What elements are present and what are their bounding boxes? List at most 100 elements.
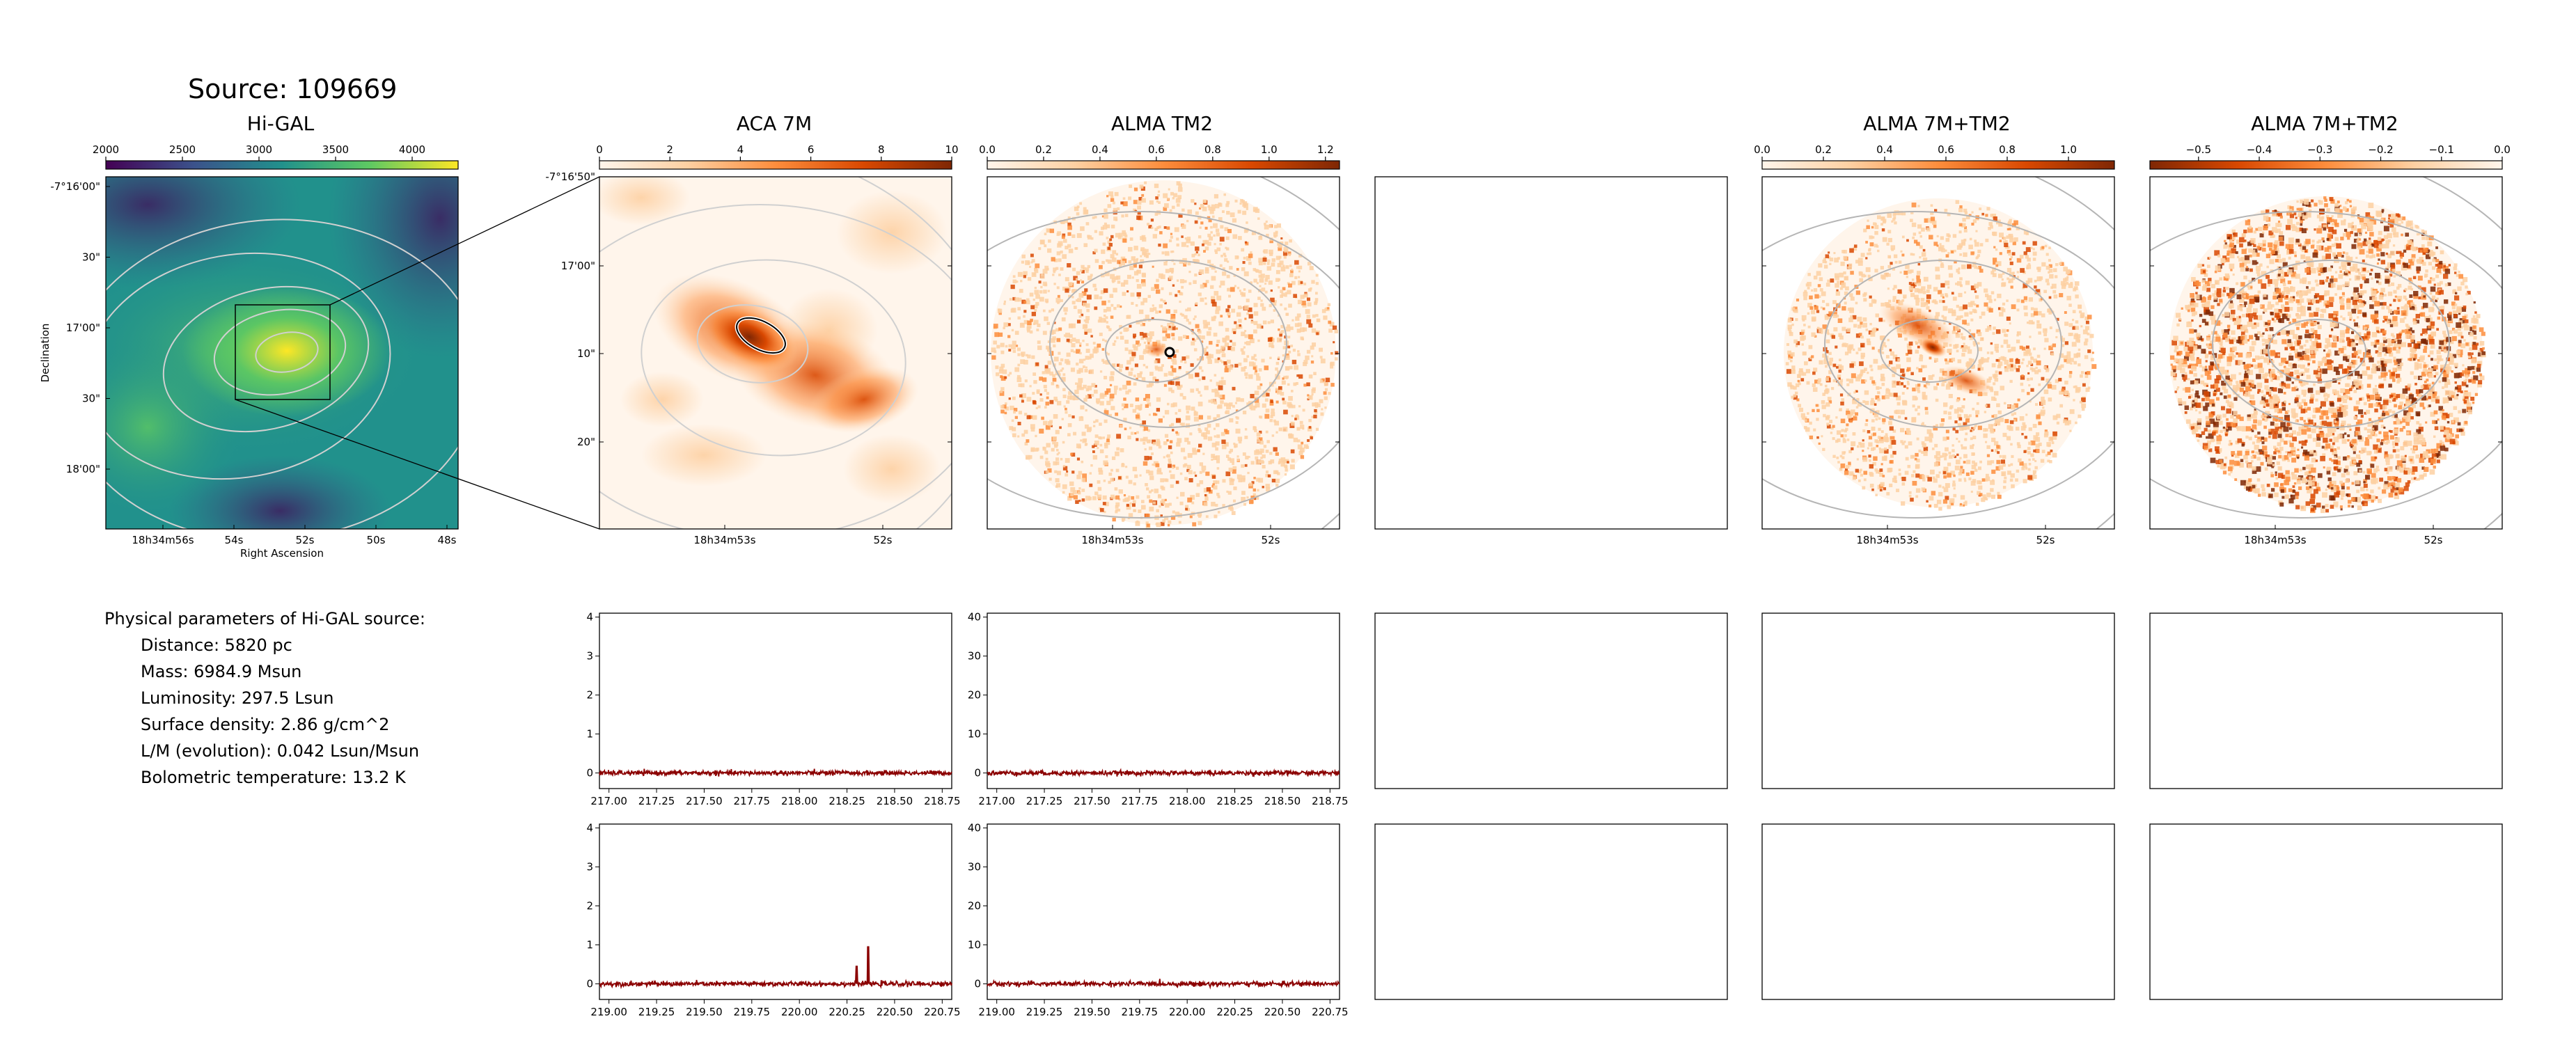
empty-spectrum-frame — [1761, 612, 2115, 789]
combo-neg-xtick-label: 52s — [2424, 534, 2443, 546]
higal-xlabel: Right Ascension — [240, 547, 324, 560]
contour-line — [213, 308, 347, 396]
aca7m-colorbar-tick-label: 2 — [666, 143, 673, 156]
spectrum-tm2-spw1-ytick-label: 30 — [968, 650, 981, 663]
param-bolometric-temperature: Bolometric temperature: 13.2 K — [141, 768, 406, 787]
combo-colorbar-bar — [1761, 160, 2115, 170]
aca7m-ytick-label: -7°16'50" — [545, 171, 595, 183]
combo-neg-frame — [2149, 176, 2503, 530]
spectrum-aca7m-spw2-xtick-label: 220.00 — [781, 1006, 818, 1018]
spectrum-tm2-spw2-xtick-label: 219.75 — [1122, 1006, 1159, 1018]
tm2-xtick-label: 18h34m53s — [1081, 534, 1143, 546]
tm2-colorbar-tick-label: 0.8 — [1204, 143, 1221, 156]
spectrum-aca7m-spw1-line — [599, 768, 952, 777]
spectrum-tm2-spw2-xtick-label: 219.00 — [978, 1006, 1015, 1018]
spectrum-tm2-spw2-xtick-label: 220.50 — [1264, 1006, 1301, 1018]
spectrum-aca7m-spw2-xtick-label: 220.75 — [924, 1006, 961, 1018]
contour-line — [162, 285, 370, 433]
spectrum-aca7m-spw1-ytick-label: 4 — [586, 611, 593, 624]
aca7m-faint-emission — [620, 372, 704, 427]
combo-colorbar-tick-label: 0.6 — [1938, 143, 1954, 156]
contour-line — [2268, 319, 2366, 383]
spectrum-tm2-spw1-xtick-label: 218.50 — [1264, 795, 1301, 807]
combo-neg-colorbar-tick-label: 0.0 — [2494, 143, 2511, 156]
higal-colorbar-tick-label: 2500 — [169, 143, 196, 156]
contour-line — [2150, 211, 2502, 519]
contour-line — [106, 252, 391, 480]
combo-xtick-label: 18h34m53s — [1856, 534, 1918, 546]
empty-spectrum-frame — [1761, 823, 2115, 1000]
tm2-emission — [1144, 341, 1169, 358]
contour-line — [255, 331, 319, 373]
spectrum-aca7m-spw1-ytick-label: 2 — [586, 689, 593, 702]
empty-spectrum-frame — [1374, 612, 1728, 789]
spectrum-tm2-spw2-xtick-label: 219.50 — [1074, 1006, 1110, 1018]
source-title: Source: 109669 — [188, 74, 398, 104]
spectrum-aca7m-spw1: 0 1 2 3 4 217.00 217.25 217.50 217.75 218.00 218.2… — [586, 611, 960, 807]
spectrum-aca7m-spw2-xtick-label: 219.50 — [686, 1006, 723, 1018]
aca7m-map: -7°16'50" 17'00" 10" 20" 18h34m53s 52s — [545, 171, 952, 546]
spectrum-tm2-spw2-ytick-label: 20 — [968, 900, 981, 912]
spectrum-aca7m-spw1-frame — [599, 612, 952, 789]
title-combo-neg: ALMA 7M+TM2 — [2251, 112, 2398, 135]
combo-neg-colorbar-tick-label: −0.1 — [2429, 143, 2454, 156]
combo-colorbar-tick-label: 1.0 — [2060, 143, 2077, 156]
spectrum-aca7m-spw2-xtick-label: 219.75 — [734, 1006, 771, 1018]
aca7m-colorbar-tick-label: 4 — [737, 143, 744, 156]
title-higal: Hi-GAL — [246, 112, 315, 135]
spectrum-aca7m-spw1-xtick-label: 217.25 — [638, 795, 675, 807]
empty-map-frame — [1374, 176, 1728, 530]
spectrum-tm2-spw1-xtick-label: 218.25 — [1216, 795, 1253, 807]
combo-neg-colorbar-bar — [2149, 160, 2503, 170]
higal-colorbar-tick-label: 3000 — [246, 143, 272, 156]
physical-parameters-header: Physical parameters of Hi-GAL source: — [104, 609, 425, 628]
aca7m-ytick-label: 20" — [577, 436, 595, 448]
combo-neg-colorbar-tick-label: −0.3 — [2307, 143, 2332, 156]
combo-xtick-label: 52s — [2036, 534, 2055, 546]
contour-line — [599, 204, 952, 529]
aca7m-frame — [599, 176, 952, 530]
aca7m-ytick-label: 10" — [577, 347, 595, 360]
tm2-colorbar-tick-label: 0.2 — [1035, 143, 1052, 156]
inset-box — [235, 304, 331, 400]
higal-xtick-label: 54s — [225, 534, 244, 546]
contour-line — [1105, 319, 1204, 383]
spectrum-tm2-spw2-ytick-label: 40 — [968, 822, 981, 835]
higal-ylabel: Declination — [39, 324, 52, 383]
aca7m-xtick-label: 52s — [874, 534, 893, 546]
spectrum-tm2-spw1-ytick-label: 20 — [968, 689, 981, 702]
combo-map: 18h34m53s 52s — [1761, 176, 2115, 546]
spectrum-tm2-spw1-line — [987, 768, 1340, 778]
higal-map: -7°16'00" 30" 17'00" 30" 18'00" 18h34m56s 54s 5… — [39, 176, 459, 560]
spectrum-aca7m-spw1-xtick-label: 218.75 — [924, 795, 961, 807]
contour-line — [1824, 260, 2062, 428]
spectrum-tm2-spw2-ytick-label: 10 — [968, 939, 981, 951]
spectrum-aca7m-spw1-xtick-label: 217.50 — [686, 795, 723, 807]
spectrum-aca7m-spw1-xtick-label: 218.00 — [781, 795, 818, 807]
aca7m-colorbar: 0 2 4 6 8 10 — [596, 143, 959, 170]
higal-xtick-label: 18h34m56s — [132, 534, 194, 546]
spectrum-tm2-spw1-xtick-label: 217.25 — [1026, 795, 1063, 807]
higal-ytick-label: 30" — [82, 251, 100, 264]
tm2-colorbar-tick-label: 0.6 — [1148, 143, 1165, 156]
spectrum-aca7m-spw2-ytick-label: 4 — [586, 822, 593, 835]
contour-line — [1880, 319, 1979, 383]
spectrum-tm2-spw1-xtick-label: 218.00 — [1169, 795, 1206, 807]
combo-emission — [1939, 365, 1993, 396]
title-combo: ALMA 7M+TM2 — [1863, 112, 2011, 135]
spectrum-aca7m-spw1-ytick-label: 3 — [586, 650, 593, 663]
spectrum-tm2-spw2-xtick-label: 220.75 — [1312, 1006, 1349, 1018]
aca7m-faint-emission — [836, 191, 948, 274]
param-surface-density: Surface density: 2.86 g/cm^2 — [141, 715, 390, 734]
param-luminosity: Luminosity: 297.5 Lsun — [141, 688, 334, 708]
higal-ytick-label: 17'00" — [66, 322, 100, 334]
tm2-colorbar-tick-label: 0.4 — [1092, 143, 1108, 156]
aca7m-colorbar-tick-label: 10 — [945, 143, 958, 156]
combo-neg-xtick-label: 18h34m53s — [2244, 534, 2306, 546]
spectrum-aca7m-spw2-line — [599, 946, 952, 990]
zoom-connector-bottom — [235, 399, 600, 530]
aca7m-faint-emission — [599, 177, 690, 226]
spectrum-aca7m-spw2-frame — [599, 823, 952, 1000]
spectrum-tm2-spw2-ytick-label: 0 — [974, 978, 981, 990]
aca7m-faint-emission — [641, 424, 767, 487]
